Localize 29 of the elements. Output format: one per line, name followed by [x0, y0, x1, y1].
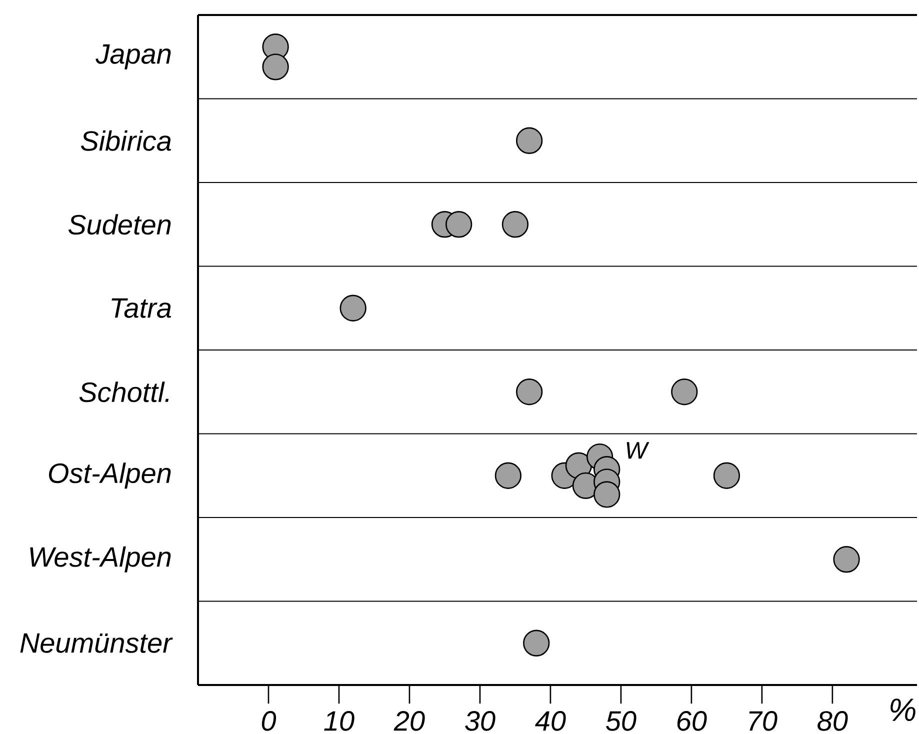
x-tick-label: 60 — [677, 711, 707, 731]
point — [833, 546, 860, 573]
y-tick-label: Sudeten — [68, 214, 171, 235]
x-tick-label: 80 — [818, 711, 848, 731]
y-tick-label: West-Alpen — [30, 546, 171, 572]
x-axis-title: % — [890, 698, 916, 721]
y-tick-label: Japan — [96, 44, 171, 70]
point — [445, 211, 472, 238]
y-tick-label: Neumünster — [20, 633, 173, 653]
y-tick-label: Tatra — [112, 298, 172, 318]
x-tick-label: 30 — [465, 711, 496, 731]
point — [516, 127, 543, 154]
x-tick-label: 10 — [324, 711, 354, 731]
point — [502, 211, 529, 238]
annotation: W — [626, 442, 650, 459]
point — [340, 294, 366, 322]
point — [713, 462, 740, 489]
y-tick-label: Ost-Alpen — [48, 462, 171, 489]
x-tick-label: 20 — [394, 711, 425, 731]
point — [516, 378, 543, 406]
x-tick-label: 40 — [535, 711, 566, 731]
y-tick-label: Schottl. — [79, 382, 169, 402]
x-tick-label: 0 — [262, 711, 276, 731]
point — [494, 462, 522, 489]
y-tick-label: Sibirica — [80, 130, 171, 151]
x-tick-label: 70 — [749, 711, 778, 731]
point — [671, 378, 698, 406]
x-tick-label: 50 — [606, 711, 636, 731]
point — [523, 630, 550, 656]
